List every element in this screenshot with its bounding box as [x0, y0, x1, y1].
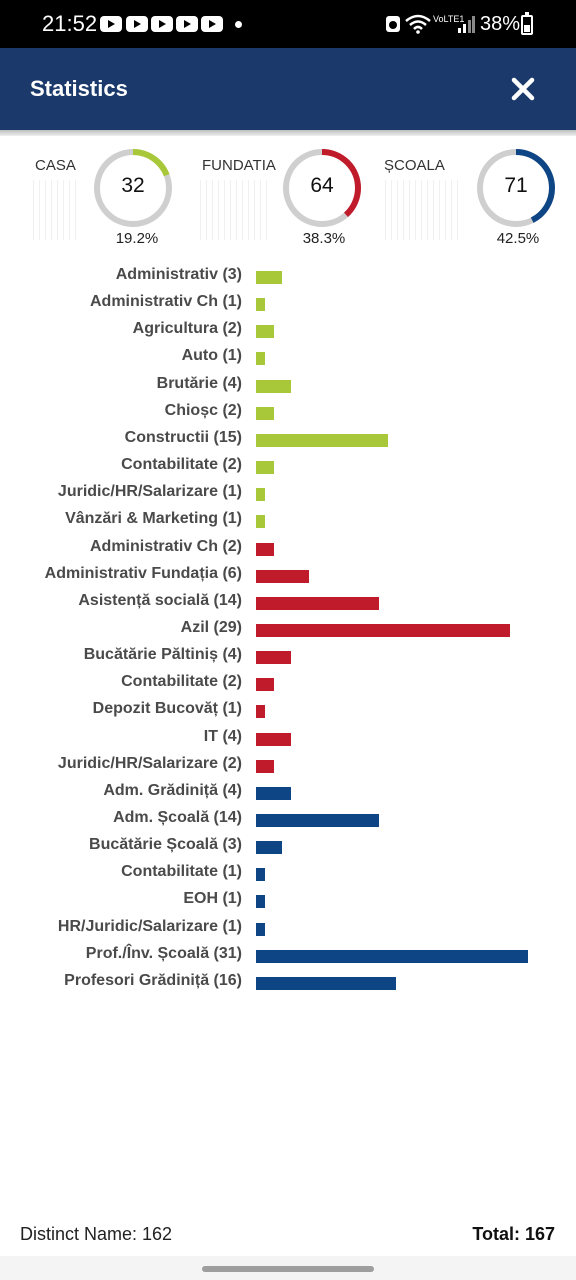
bar-label: Administrativ Fundația (6): [44, 564, 242, 582]
bar: [256, 868, 265, 882]
bar: [256, 678, 274, 692]
casa-count: 32: [121, 174, 145, 197]
scoala-count: 71: [504, 174, 528, 197]
scoala-percent: 42.5%: [496, 230, 540, 247]
scoala-sparkline: [385, 180, 463, 240]
bar: [256, 515, 265, 529]
distinct-name-count: Distinct Name: 162: [20, 1224, 173, 1244]
bar: [256, 759, 274, 773]
bar-label: Prof./Înv. Școală (31): [85, 944, 242, 962]
bar-label: Auto (1): [181, 347, 242, 365]
bar: [256, 352, 265, 366]
department-bar-chart: Administrativ (3) Administrativ Ch (1) Agr…: [0, 262, 576, 1002]
bar: [256, 895, 265, 909]
bar: [256, 623, 511, 637]
scoala-donut: [477, 149, 555, 227]
bar: [256, 271, 283, 284]
battery-percent: 38%: [480, 13, 521, 35]
casa-label: CASA: [35, 157, 76, 174]
bar: [256, 841, 283, 855]
close-icon[interactable]: [507, 73, 539, 105]
bar: [256, 461, 274, 475]
youtube-icon: [100, 16, 122, 32]
fundatia-sparkline: [200, 180, 268, 240]
bar-label: Administrativ Ch (2): [89, 537, 242, 555]
bar-label: Contabilitate (2): [121, 456, 242, 474]
bar-label: Contabilitate (1): [121, 863, 242, 881]
bar: [256, 976, 397, 990]
bar: [256, 732, 292, 746]
status-bar: 21:52 VoLTE1 38%: [0, 0, 576, 48]
bar: [256, 814, 379, 827]
home-gesture-handle[interactable]: [202, 1266, 374, 1272]
scoala-label: ȘCOALA: [384, 157, 445, 174]
fundatia-percent: 38.3%: [302, 230, 346, 247]
bar-label: Adm. Grădiniță (4): [103, 781, 242, 799]
wifi-icon: [405, 14, 431, 34]
youtube-icon: [201, 16, 223, 32]
fundatia-label: FUNDATIA: [202, 157, 276, 174]
network-label: VoLTE1: [433, 14, 465, 24]
bar: [256, 596, 379, 610]
bar: [256, 433, 388, 447]
bar: [256, 786, 292, 800]
youtube-icon: [151, 16, 173, 32]
summary-panel: CASA 32 19.2% FUNDATIA 64 38.3% ȘCOALA 7…: [0, 140, 576, 250]
bar: [256, 379, 292, 393]
bar-label: Administrativ Ch (1): [89, 293, 242, 311]
bar: [256, 922, 265, 936]
bar: [256, 705, 265, 719]
bar-label: Chioșc (2): [164, 401, 242, 419]
bar-label: Vânzări & Marketing (1): [65, 510, 242, 528]
bar-label: Administrativ (3): [115, 266, 242, 283]
total-count: Total: 167: [472, 1224, 555, 1244]
header-divider: [0, 130, 576, 136]
casa-donut: [94, 149, 172, 227]
bar: [256, 569, 309, 583]
page-title: Statistics: [30, 76, 128, 101]
bar: [256, 325, 274, 339]
bar-label: Azil (29): [180, 618, 242, 636]
bar-label: Depozit Bucovăț (1): [92, 700, 242, 718]
bar: [256, 542, 274, 556]
signal-icon: [458, 16, 475, 33]
bar-label: Bucătărie Păltiniș (4): [83, 646, 242, 664]
status-time: 21:52: [42, 11, 98, 36]
bar-label: Asistență socială (14): [78, 591, 242, 609]
bar: [256, 298, 265, 312]
battery-icon: [521, 12, 533, 35]
bar-label: Adm. Școală (14): [113, 809, 242, 826]
bar-label: EOH (1): [183, 890, 242, 908]
bar-label: Brutărie (4): [156, 374, 242, 392]
youtube-icon: [126, 16, 148, 32]
bar: [256, 406, 274, 420]
casa-sparkline: [33, 180, 81, 240]
fundatia-donut: [283, 149, 361, 227]
bar: [256, 949, 528, 963]
bar-label: Contabilitate (2): [121, 673, 242, 691]
bar-label: Agricultura (2): [132, 320, 242, 338]
bar: [256, 651, 292, 665]
alarm-icon: [386, 16, 400, 32]
dot-icon: [235, 21, 242, 28]
bar-label: HR/Juridic/Salarizare (1): [57, 917, 242, 935]
casa-percent: 19.2%: [115, 230, 159, 247]
app-header: Statistics: [0, 48, 576, 130]
bar: [256, 488, 265, 502]
bar-label: Profesori Grădiniță (16): [64, 971, 242, 989]
bar-label: Juridic/HR/Salarizare (2): [57, 754, 242, 772]
bar-label: Constructii (15): [124, 428, 242, 446]
fundatia-count: 64: [310, 174, 334, 197]
bar-label: Bucătărie Școală (3): [89, 836, 242, 854]
bar-label: Juridic/HR/Salarizare (1): [57, 483, 242, 501]
bar-label: IT (4): [203, 727, 242, 745]
youtube-icon: [176, 16, 198, 32]
